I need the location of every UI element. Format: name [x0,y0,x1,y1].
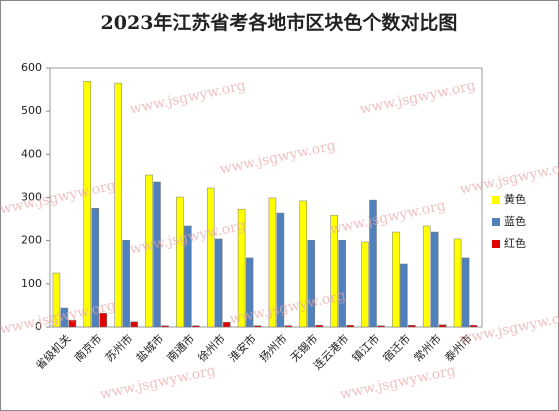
y-tick-label: 200 [21,234,42,247]
bar [145,174,153,328]
bar [83,81,92,328]
bar [453,238,462,328]
bar [461,257,470,328]
bar [346,325,354,328]
bar [400,263,408,328]
bar [338,239,346,328]
legend-label: 黄色 [504,192,526,206]
bar [237,208,246,328]
bar [214,238,223,328]
bar [315,325,324,328]
bar [330,214,338,328]
bar [176,196,184,328]
bar [422,225,431,328]
y-tick-label: 600 [21,61,42,74]
y-tick-label: 0 [35,320,42,333]
bar [161,325,169,328]
bar [153,181,161,328]
bar [222,322,231,328]
y-tick-label: 500 [21,104,42,117]
bar [91,208,100,328]
legend-swatch [492,196,500,204]
y-tick-label: 300 [21,191,42,204]
bar [469,325,478,328]
bar [430,231,439,328]
bar [184,225,192,328]
bar [392,231,400,328]
bar [268,197,277,328]
bar [438,324,447,328]
bar [299,200,308,328]
chart-title: 2023年江苏省考各地市区块色个数对比图 [101,11,458,34]
bar [361,241,369,328]
bar [276,212,285,328]
bar [122,239,130,328]
y-tick-label: 400 [21,147,42,160]
legend-swatch [492,218,500,226]
bar [377,325,385,328]
bar [206,187,215,328]
bar [307,239,316,328]
bar [369,199,377,328]
bar [284,325,293,328]
bar [52,272,61,328]
legend-swatch [492,240,500,248]
legend-label: 红色 [504,236,526,250]
bar [60,307,69,328]
y-tick-label: 100 [21,277,42,290]
legend-label: 蓝色 [504,214,526,228]
bar [408,325,416,328]
bar [114,82,122,328]
bar [253,325,262,328]
bar [68,319,77,328]
bar [130,321,138,328]
bar [192,325,200,328]
plot-area [49,67,483,328]
bar [99,312,108,328]
bar [245,257,254,328]
